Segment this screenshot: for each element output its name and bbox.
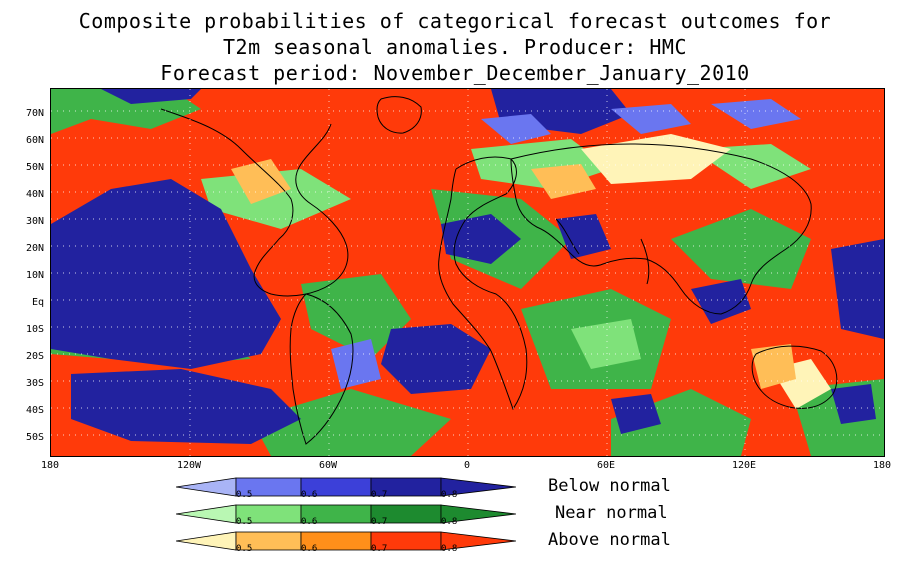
below-normal-regions bbox=[51, 89, 884, 444]
title-line-3: Forecast period: November_December_Janua… bbox=[160, 61, 750, 85]
lon-label: 60W bbox=[318, 460, 338, 471]
lat-label: 10S bbox=[25, 324, 44, 335]
title-line-1: Composite probabilities of categorical f… bbox=[78, 9, 832, 33]
colorbar-above bbox=[176, 531, 516, 551]
cb-tick: 0.8 bbox=[441, 517, 458, 527]
probability-map bbox=[50, 88, 885, 457]
above-normal-mid bbox=[231, 159, 796, 389]
lat-label: 20N bbox=[25, 243, 44, 254]
cb-tick: 0.5 bbox=[236, 517, 253, 527]
lat-label: Eq bbox=[31, 297, 44, 308]
lon-label: 180 bbox=[872, 460, 892, 471]
lon-label: 180 bbox=[40, 460, 60, 471]
lon-label: 120W bbox=[176, 460, 202, 471]
lat-label: 30N bbox=[25, 216, 44, 227]
below-normal-light bbox=[331, 99, 801, 389]
legend-above-label: Above normal bbox=[548, 530, 671, 550]
cb-tick: 0.6 bbox=[301, 517, 318, 527]
cb-tick: 0.5 bbox=[236, 490, 253, 500]
coastlines bbox=[160, 96, 838, 445]
cb-tick: 0.7 bbox=[371, 517, 388, 527]
cb-tick: 0.7 bbox=[371, 490, 388, 500]
lon-label: 0 bbox=[463, 460, 471, 471]
cb-tick: 0.6 bbox=[301, 544, 318, 554]
lat-label: 30S bbox=[25, 378, 44, 389]
lat-label: 40S bbox=[25, 405, 44, 416]
lat-label: 20S bbox=[25, 351, 44, 362]
title-line-2: T2m seasonal anomalies. Producer: HMC bbox=[222, 35, 688, 59]
grid-lines bbox=[51, 89, 884, 456]
lat-label: 50N bbox=[25, 162, 44, 173]
lat-label: 60N bbox=[25, 135, 44, 146]
lon-label: 120E bbox=[731, 460, 757, 471]
cb-tick: 0.8 bbox=[441, 544, 458, 554]
lat-label: 50S bbox=[25, 432, 44, 443]
lat-label: 70N bbox=[25, 108, 44, 119]
cb-tick: 0.8 bbox=[441, 490, 458, 500]
legend-near-label: Near normal bbox=[555, 503, 668, 523]
lat-label: 40N bbox=[25, 189, 44, 200]
colorbar-below bbox=[176, 477, 516, 497]
colorbar-near bbox=[176, 504, 516, 524]
cb-tick: 0.6 bbox=[301, 490, 318, 500]
lat-label: 10N bbox=[25, 270, 44, 281]
map-svg bbox=[51, 89, 884, 456]
legend-below-label: Below normal bbox=[548, 476, 671, 496]
cb-tick: 0.7 bbox=[371, 544, 388, 554]
cb-tick: 0.5 bbox=[236, 544, 253, 554]
lon-label: 60E bbox=[596, 460, 616, 471]
